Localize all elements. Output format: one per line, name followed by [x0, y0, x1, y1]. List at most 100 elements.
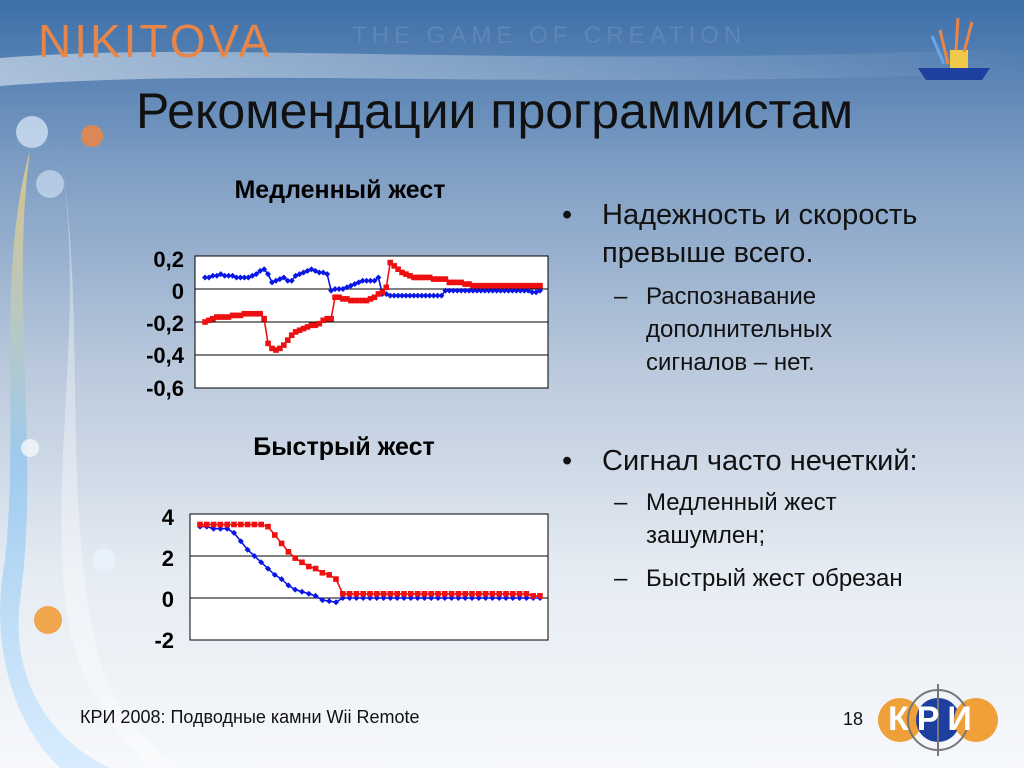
data-point-blue	[481, 287, 488, 294]
data-point-red	[353, 591, 360, 597]
data-point-red	[300, 325, 307, 332]
data-point-red	[336, 294, 342, 301]
data-point-blue	[509, 287, 516, 294]
data-point-blue	[470, 287, 476, 294]
data-point-red	[253, 310, 260, 317]
data-point-red	[496, 591, 502, 597]
data-point-red	[454, 279, 461, 286]
data-point-red	[204, 521, 210, 528]
data-point-red	[442, 591, 448, 597]
data-point-blue	[244, 546, 251, 553]
dash-marker: –	[614, 283, 628, 310]
sub-bullet-item: – Распознавание дополнительных сигналов …	[614, 280, 914, 379]
data-point-blue	[351, 281, 358, 288]
data-point-red	[224, 521, 230, 528]
decor-bubble	[21, 439, 39, 457]
decor-orange-ball	[34, 606, 62, 634]
data-point-red	[237, 312, 244, 319]
data-point-blue	[249, 272, 256, 279]
data-point-red	[391, 263, 397, 269]
data-point-red	[269, 345, 275, 352]
data-point-red	[367, 591, 373, 597]
data-point-red	[278, 540, 285, 547]
data-point-red	[462, 281, 468, 287]
data-point-blue	[231, 529, 237, 536]
sub-bullet-item: – Быстрый жест обрезан	[614, 562, 974, 595]
data-point-red	[379, 289, 386, 296]
data-point-blue	[319, 597, 326, 604]
data-point-red	[367, 296, 374, 302]
data-point-red	[426, 274, 433, 281]
data-point-blue	[326, 598, 333, 605]
data-point-red	[272, 532, 278, 538]
data-point-blue	[477, 287, 484, 294]
data-point-red	[533, 282, 539, 289]
data-point-red	[375, 291, 382, 297]
data-point-blue	[261, 266, 268, 273]
data-point-red	[312, 565, 319, 572]
data-point-red	[434, 276, 441, 282]
data-point-red	[474, 282, 480, 289]
data-point-blue	[497, 287, 504, 294]
data-point-blue	[328, 287, 335, 294]
data-point-blue	[284, 277, 291, 284]
data-point-red	[438, 276, 445, 282]
data-point-red	[197, 521, 203, 528]
data-point-red	[529, 282, 535, 289]
data-point-red	[299, 559, 305, 566]
data-point-blue	[442, 287, 449, 294]
data-point-red	[340, 591, 346, 597]
data-point-red	[210, 315, 216, 322]
data-point-red	[458, 279, 464, 286]
data-point-red	[489, 282, 496, 289]
data-point-blue	[336, 286, 342, 292]
data-point-blue	[213, 272, 220, 279]
data-point-blue	[305, 590, 312, 597]
data-point-blue	[529, 289, 536, 296]
data-point-red	[374, 591, 380, 597]
data-point-red	[371, 294, 378, 301]
data-point-blue	[458, 287, 465, 294]
data-point-blue	[241, 274, 248, 281]
data-point-blue	[446, 287, 453, 294]
footer-text: КРИ 2008: Подводные камни Wii Remote	[80, 707, 420, 727]
data-point-blue	[253, 271, 260, 278]
data-point-blue	[237, 274, 244, 281]
data-point-red	[359, 297, 366, 304]
brand-tagline: THE GAME OF CREATION	[352, 22, 747, 49]
data-point-red	[493, 282, 500, 289]
data-point-red	[251, 521, 258, 528]
data-point-blue	[292, 586, 299, 593]
ytick-label: 0	[171, 279, 184, 304]
data-point-red	[360, 591, 366, 597]
data-point-blue	[371, 277, 378, 284]
data-point-red	[238, 521, 244, 528]
data-point-red	[466, 281, 472, 287]
dash-marker: –	[614, 565, 628, 592]
data-point-red	[333, 576, 339, 582]
left-ribbon-2	[55, 120, 180, 768]
data-point-red	[346, 591, 353, 597]
data-point-red	[523, 591, 530, 597]
data-point-red	[304, 324, 311, 330]
bullet-item: • Сигнал часто нечеткий:	[562, 442, 1002, 480]
data-point-blue	[485, 287, 492, 294]
data-point-red	[395, 266, 401, 272]
sub-bullet-text: Быстрый жест обрезан	[646, 565, 903, 592]
ytick-label: 2	[161, 546, 174, 571]
data-point-blue	[265, 565, 271, 572]
plot-area	[189, 513, 549, 641]
data-point-blue	[333, 599, 339, 606]
data-point-blue	[414, 292, 421, 299]
decor-bubble	[36, 170, 64, 198]
data-point-blue	[533, 289, 540, 296]
data-point-red	[387, 259, 394, 266]
data-point-blue	[525, 287, 532, 294]
data-point-blue	[406, 292, 413, 299]
data-point-blue	[399, 292, 406, 299]
data-point-blue	[505, 287, 512, 294]
data-point-red	[363, 297, 370, 304]
data-point-red	[399, 269, 405, 276]
data-point-red	[273, 347, 279, 353]
data-point-blue	[410, 292, 417, 299]
